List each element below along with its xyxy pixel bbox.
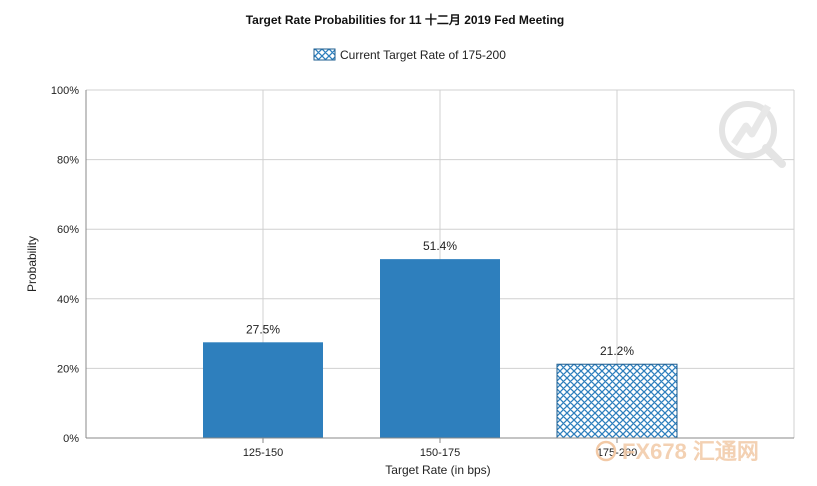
watermark-text: FX678 汇通网: [622, 439, 759, 464]
y-tick-label: 0%: [63, 433, 79, 445]
bar-125-150: [203, 342, 323, 438]
y-axis-label: Probability: [25, 236, 39, 292]
data-label-150-175: 51.4%: [423, 239, 457, 253]
y-tick-label: 60%: [57, 224, 79, 236]
data-label-125-150: 27.5%: [246, 322, 280, 336]
x-axis-label: Target Rate (in bps): [385, 463, 490, 477]
legend-entry: Current Target Rate of 175-200: [340, 48, 506, 62]
data-label-175-200: 21.2%: [600, 344, 634, 358]
watermark-badge-icon: [595, 440, 617, 462]
watermark: FX678 汇通网: [595, 439, 759, 464]
y-axis-ticks: 0% 20% 40% 60% 80% 100%: [51, 85, 79, 445]
legend-swatch-hatched: [313, 48, 336, 61]
x-tick-label: 150-175: [420, 447, 460, 459]
y-tick-label: 20%: [57, 363, 79, 375]
x-axis-ticks: 125-150 150-175 175-200: [243, 438, 637, 459]
bar-175-200: [556, 363, 678, 439]
y-tick-label: 40%: [57, 294, 79, 306]
magnifier-lightning-icon: [719, 101, 777, 159]
y-tick-label: 100%: [51, 85, 79, 97]
watermark-logo: [719, 101, 786, 168]
x-tick-label: 175-200: [597, 447, 637, 459]
bars: [203, 259, 678, 439]
bar-150-175: [380, 259, 500, 438]
data-labels: 27.5% 51.4% 21.2%: [246, 239, 634, 358]
chart-title: Target Rate Probabilities for 11 十二月 201…: [246, 12, 565, 27]
y-tick-label: 80%: [57, 155, 79, 167]
legend: Current Target Rate of 175-200: [313, 48, 506, 62]
x-tick-label: 125-150: [243, 447, 283, 459]
